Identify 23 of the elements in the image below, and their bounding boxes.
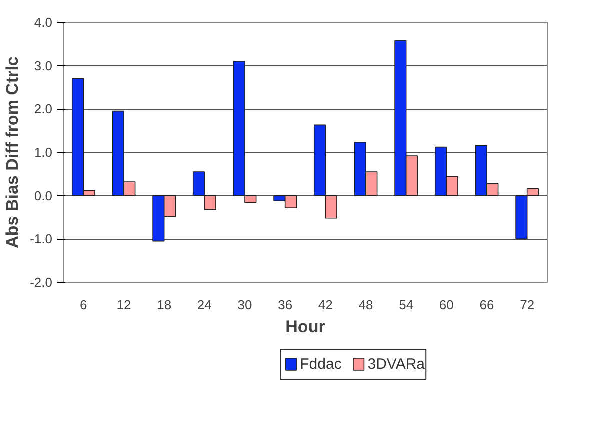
x-tick-label: 18 (157, 298, 172, 312)
x-tick-label: 54 (399, 298, 414, 312)
x-axis-title: Hour (286, 318, 326, 336)
x-tick-label: 72 (520, 298, 535, 312)
x-tick-label: 12 (116, 298, 132, 312)
y-axis-title: Abs Bias Diff from Ctrlc (3, 56, 22, 248)
x-tick-label: 24 (197, 298, 212, 312)
x-tick-label: 6 (80, 298, 88, 312)
y-tick-label: 2.0 (34, 102, 53, 117)
x-tick-label: 48 (358, 298, 374, 312)
y-tick-label: 0.0 (34, 188, 53, 204)
x-tick-label: 36 (278, 298, 293, 312)
x-tick-label: 66 (480, 298, 494, 312)
legend-label: Fddac (300, 356, 342, 373)
y-tick-label: -2.0 (30, 275, 53, 290)
legend-label: 3DVARa (368, 356, 426, 373)
y-tick-label: -1.0 (30, 232, 53, 247)
x-tick-label: 60 (439, 298, 454, 312)
x-tick-label: 30 (238, 298, 252, 312)
y-tick-label: 1.0 (34, 145, 53, 160)
x-tick-label: 42 (318, 298, 333, 312)
y-tick-label: 3.0 (34, 58, 53, 74)
y-tick-label: 4.0 (34, 15, 53, 30)
